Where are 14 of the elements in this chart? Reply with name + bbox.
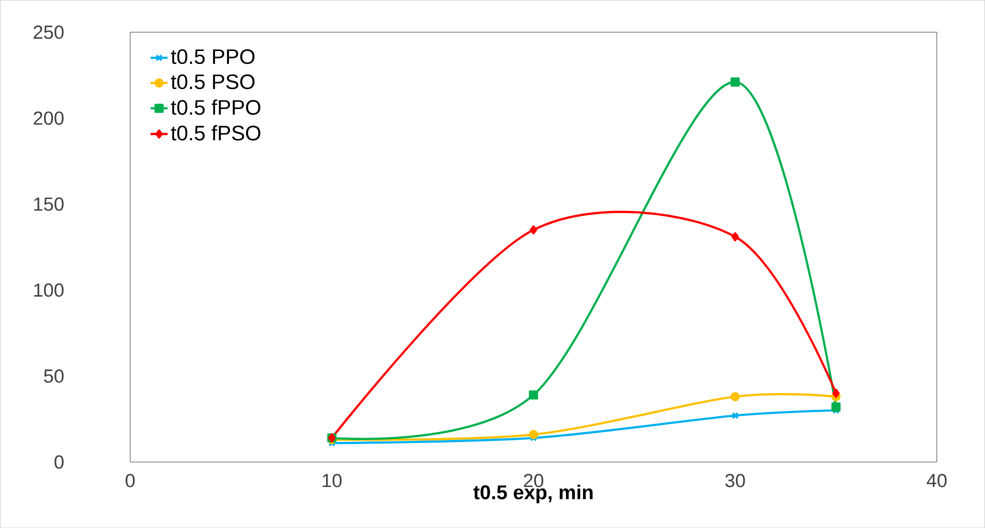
legend-label: t0.5 fPPO [170,99,260,115]
x-tick-label: 0 [126,474,135,488]
x-tick-label: 30 [725,474,745,488]
x-tick-label: 40 [926,474,947,488]
x-tick-label: 10 [322,474,342,488]
y-tick-label: 200 [34,111,64,125]
y-tick-label: 100 [34,283,64,297]
legend-label: t0.5 PPO [170,49,255,64]
y-tick-label: 50 [44,369,64,383]
y-tick-label: 250 [34,25,64,39]
legend-label: t0.5 fPSO [170,125,260,140]
legend-label: t0.5 PSO [170,74,255,90]
y-tick-label: 150 [34,197,64,211]
y-tick-label: 0 [54,455,64,469]
